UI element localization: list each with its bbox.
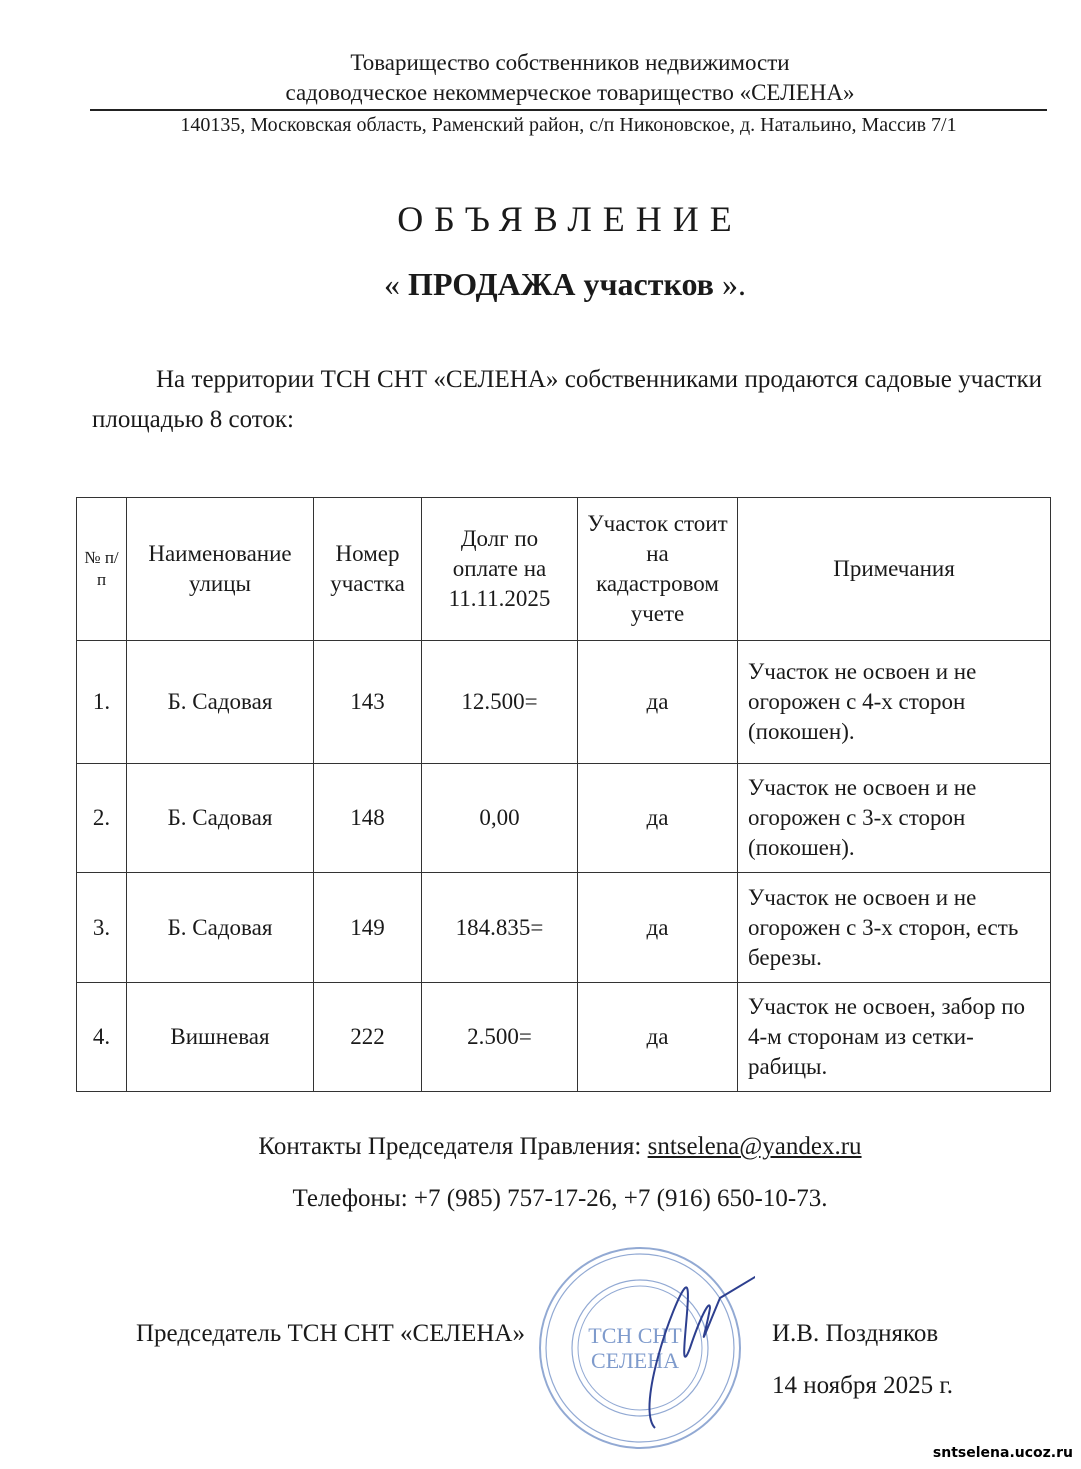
cell: да [577, 763, 738, 873]
col-header: Номер участка [313, 497, 422, 641]
cell: 184.835= [421, 872, 578, 983]
cell: да [577, 982, 738, 1092]
col-header: Наименование улицы [126, 497, 314, 641]
cell: 0,00 [421, 763, 578, 873]
subtitle-close: ». [713, 266, 746, 302]
email-link[interactable]: sntselena@yandex.ru [647, 1133, 862, 1160]
subtitle-bold: ПРОДАЖА участков [408, 266, 714, 302]
table-row: 3. Б. Садовая 149 184.835= да Участок не… [76, 872, 1051, 983]
cell: Б. Садовая [126, 763, 314, 873]
header-divider [90, 109, 1047, 111]
cell: 3. [76, 872, 127, 983]
cell: 149 [313, 872, 422, 983]
cell: 143 [313, 640, 422, 764]
col-header: № п/п [76, 497, 127, 641]
signature-scribble [648, 1275, 755, 1429]
signature-date: 14 ноября 2025 г. [772, 1372, 954, 1399]
subtitle-open: « [384, 266, 409, 302]
cell: 222 [313, 982, 422, 1092]
cell: 148 [313, 763, 422, 873]
stamp-image: ТСН СНТ СЕЛЕНА [539, 1247, 755, 1449]
contacts-label: Контакты Председателя Правления: [258, 1133, 648, 1160]
intro-paragraph: На территории ТСН СНТ «СЕЛЕНА» собственн… [92, 366, 1042, 433]
table-row: 4. Вишневая 222 2.500= да Участок не осв… [76, 982, 1051, 1092]
cell: Участок не освоен и не огорожен с 3-х ст… [737, 763, 1051, 873]
document-subtitle: « ПРОДАЖА участков ». [0, 266, 1081, 303]
plots-table: № п/п Наименование улицы Номер участка Д… [76, 497, 1051, 1092]
cell: 2. [76, 763, 127, 873]
col-header: Долг по оплате на 11.11.2025 [421, 497, 578, 641]
cell: Вишневая [126, 982, 314, 1092]
col-header: Примечания [737, 497, 1051, 641]
cell: Участок не освоен и не огорожен с 3-х ст… [737, 872, 1051, 983]
cell: да [577, 640, 738, 764]
col-header: Участок стоит на кадастровом учете [577, 497, 738, 641]
site-watermark: sntselena.ucoz.ru [932, 1445, 1073, 1461]
cell: Б. Садовая [126, 640, 314, 764]
org-name-line2: садоводческое некоммерческое товариществ… [285, 80, 855, 105]
table-header-row: № п/п Наименование улицы Номер участка Д… [76, 497, 1051, 641]
table-row: 1. Б. Садовая 143 12.500= да Участок не … [76, 640, 1051, 764]
cell: 12.500= [421, 640, 578, 764]
phones-line: Телефоны: +7 (985) 757-17-26, +7 (916) 6… [292, 1185, 828, 1212]
signatory-position: Председатель ТСН СНТ «СЕЛЕНА» [136, 1320, 525, 1347]
contacts-line: Контакты Председателя Правления: sntsele… [0, 1133, 1081, 1161]
signatory-name: И.В. Поздняков [772, 1320, 939, 1347]
stamp-text-2: СЕЛЕНА [591, 1348, 679, 1373]
table-row: 2. Б. Садовая 148 0,00 да Участок не осв… [76, 763, 1051, 873]
cell: 2.500= [421, 982, 578, 1092]
cell: да [577, 872, 738, 983]
cell: 4. [76, 982, 127, 1092]
cell: Участок не освоен, забор по 4-м сторонам… [737, 982, 1051, 1092]
org-name-line1: Товарищество собственников недвижимости [350, 50, 790, 75]
cell: 1. [76, 640, 127, 764]
org-address: 140135, Московская область, Раменский ра… [180, 114, 957, 136]
cell: Б. Садовая [126, 872, 314, 983]
document-title: ОБЪЯВЛЕНИЕ [397, 199, 743, 239]
cell: Участок не освоен и не огорожен с 4-х ст… [737, 640, 1051, 764]
